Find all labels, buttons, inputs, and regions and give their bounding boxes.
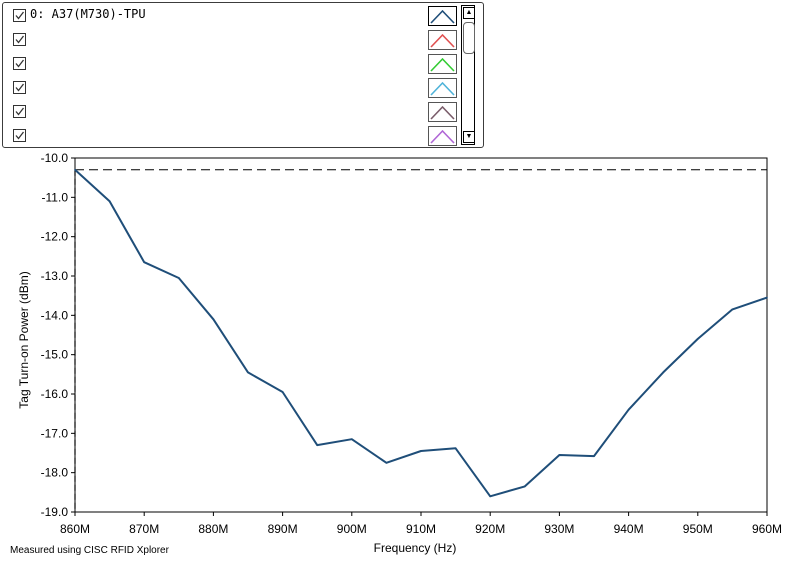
data-point [420, 450, 422, 452]
checkmark-icon [15, 107, 25, 116]
legend-swatch[interactable] [428, 102, 457, 122]
legend-swatch[interactable] [428, 78, 457, 98]
line-style-icon [430, 105, 455, 120]
data-point [247, 371, 249, 374]
legend-scrollbar[interactable]: ▲ ▼ [461, 5, 475, 145]
legend-item [3, 126, 423, 150]
scrollbar-thumb[interactable] [463, 22, 475, 54]
checkmark-icon [15, 131, 25, 140]
footnote: Measured using CISC RFID Xplorer [10, 545, 169, 556]
plot-border [74, 157, 768, 513]
y-tick-label: -15.0 [41, 348, 69, 362]
line-style-icon [430, 81, 455, 96]
x-tick-label: 940M [614, 522, 644, 536]
line-style-icon [430, 129, 455, 144]
data-point [281, 391, 284, 393]
y-tick-label: -10.0 [41, 151, 69, 165]
x-tick-label: 910M [406, 522, 436, 536]
y-tick-label: -14.0 [41, 308, 69, 322]
y-tick-label: -18.0 [41, 466, 69, 480]
data-point [178, 277, 180, 279]
data-point [662, 371, 664, 374]
y-tick-label: -13.0 [41, 269, 69, 283]
data-point [766, 296, 768, 299]
x-tick-label: 960M [752, 522, 782, 536]
checkmark-icon [15, 35, 25, 44]
checkmark-icon [15, 83, 25, 92]
y-tick-label: -12.0 [41, 230, 69, 244]
data-point [351, 438, 353, 441]
legend-label: 0: A37(M730)-TPU [30, 7, 146, 21]
legend-checkbox[interactable] [13, 129, 26, 142]
x-tick-label: 860M [60, 522, 90, 536]
checkmark-icon [15, 11, 25, 20]
legend-checkbox[interactable] [13, 33, 26, 46]
legend-swatch[interactable] [428, 6, 457, 26]
x-tick-label: 890M [268, 522, 298, 536]
triangle-down-icon[interactable]: ▼ [463, 131, 475, 143]
data-point [697, 338, 699, 340]
data-point [74, 169, 76, 171]
triangle-up-icon[interactable]: ▲ [463, 7, 475, 19]
x-tick-label: 950M [683, 522, 713, 536]
data-point [108, 200, 111, 203]
x-tick-label: 930M [544, 522, 574, 536]
legend-panel: ▲ ▼ 0: A37(M730)-TPU [2, 2, 484, 148]
y-tick-label: -19.0 [41, 505, 69, 519]
data-point [454, 447, 457, 450]
line-style-icon [430, 57, 455, 72]
data-point [593, 455, 595, 457]
line-style-icon [430, 33, 455, 48]
legend-swatch[interactable] [428, 30, 457, 50]
line-style-icon [430, 9, 455, 24]
data-point [143, 261, 145, 264]
legend-swatch[interactable] [428, 126, 457, 146]
legend-item [3, 54, 423, 78]
x-axis-label: Frequency (Hz) [374, 541, 457, 555]
x-tick-label: 920M [475, 522, 505, 536]
x-tick-label: 870M [129, 522, 159, 536]
legend-item [3, 30, 423, 54]
legend-checkbox[interactable] [13, 81, 26, 94]
legend-checkbox[interactable] [13, 57, 26, 70]
legend-swatch[interactable] [428, 54, 457, 74]
y-tick-label: -17.0 [41, 426, 69, 440]
y-tick-label: -16.0 [41, 387, 69, 401]
x-tick-label: 900M [337, 522, 367, 536]
data-point [212, 318, 215, 321]
data-point [731, 308, 734, 311]
data-point [385, 462, 388, 464]
data-point [558, 454, 561, 456]
y-axis-label: Tag Turn-on Power (dBm) [17, 271, 31, 408]
legend-item: 0: A37(M730)-TPU [3, 6, 423, 30]
checkmark-icon [15, 59, 25, 68]
data-point [316, 444, 319, 446]
y-tick-label: -11.0 [42, 190, 69, 204]
data-point [524, 485, 526, 488]
legend-checkbox[interactable] [13, 105, 26, 118]
legend-item [3, 78, 423, 102]
data-point [489, 495, 492, 498]
data-point [627, 408, 630, 411]
legend-checkbox[interactable] [13, 9, 26, 22]
legend-item [3, 102, 423, 126]
x-tick-label: 880M [198, 522, 228, 536]
